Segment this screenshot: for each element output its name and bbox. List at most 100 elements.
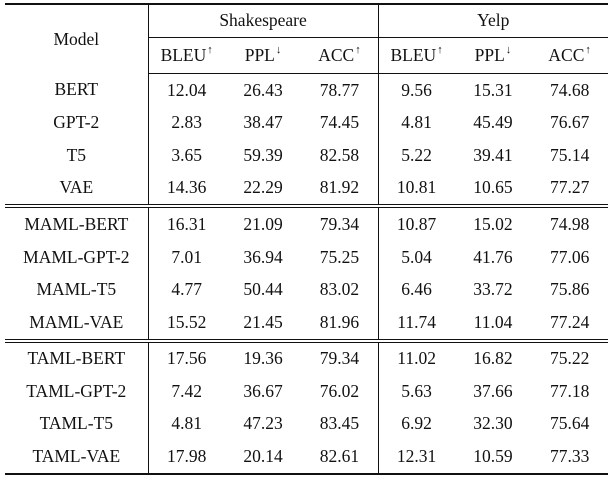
value-cell: 16.31 <box>147 204 225 241</box>
value-cell: 77.33 <box>531 440 608 476</box>
metric-header: BLEU↑ <box>377 37 455 74</box>
value-cell: 36.94 <box>243 246 283 267</box>
value-cell: 7.01 <box>147 240 225 274</box>
metric-header: ACC↑ <box>301 37 379 74</box>
value-cell: 20.14 <box>224 440 302 476</box>
table-row: TAML-VAE 17.98 20.14 82.61 12.31 10.59 77.33 <box>5 440 608 476</box>
arrow-up-icon: ↑ <box>355 44 361 57</box>
value-cell: 2.83 <box>147 106 225 140</box>
header-row-metrics: BLEU↑ PPL↓ ACC↑ BLEU↑ PPL↓ ACC↑ <box>5 37 608 74</box>
value-cell: 77.24 <box>549 311 590 332</box>
table-row: TAML-T5 4.81 47.23 83.45 6.92 32.30 75.64 <box>5 407 608 441</box>
value-cell: 33.72 <box>473 279 513 300</box>
model-column-header: Model <box>5 3 149 74</box>
metric-header: ACC↑ <box>531 37 608 74</box>
value-cell: 12.04 <box>147 73 225 107</box>
table-body: BERT 12.04 26.43 78.77 9.56 15.31 74.68 GPT-2 2.… <box>5 73 608 476</box>
value-cell: 75.14 <box>549 144 590 165</box>
value-cell: 74.68 <box>549 79 590 100</box>
table-row: MAML-BERT 16.31 21.09 79.34 10.87 15.02 74.98 <box>5 204 608 241</box>
value-cell: 4.81 <box>147 407 225 441</box>
arrow-down-icon: ↓ <box>505 44 512 57</box>
metric-header: PPL↓ <box>454 37 532 74</box>
table-row: BERT 12.04 26.43 78.77 9.56 15.31 74.68 <box>5 73 608 107</box>
value-cell: 83.02 <box>319 279 360 300</box>
model-name-cell: TAML-GPT-2 <box>26 380 127 401</box>
value-cell: 82.61 <box>301 440 379 476</box>
value-cell: 32.30 <box>473 413 513 434</box>
metric-name: BLEU <box>160 45 207 66</box>
value-cell: 5.04 <box>377 240 455 274</box>
value-cell: 76.67 <box>549 112 590 133</box>
table-row: T5 3.65 59.39 82.58 5.22 39.41 75.14 <box>5 139 608 172</box>
model-name-cell: TAML-BERT <box>5 338 149 376</box>
value-cell: 81.96 <box>319 311 360 332</box>
value-cell: 21.09 <box>224 204 302 241</box>
value-cell: 75.22 <box>531 338 608 376</box>
value-cell: 36.67 <box>243 380 283 401</box>
value-cell: 10.81 <box>377 171 455 207</box>
model-name-cell: MAML-VAE <box>29 311 124 332</box>
table-row: MAML-GPT-2 7.01 36.94 75.25 5.04 41.76 77.06 <box>5 240 608 274</box>
value-cell: 47.23 <box>243 413 283 434</box>
value-cell: 59.39 <box>243 144 283 165</box>
value-cell: 21.45 <box>243 311 283 332</box>
value-cell: 14.36 <box>147 171 225 207</box>
model-name-cell: MAML-T5 <box>36 279 117 300</box>
value-cell: 83.45 <box>319 413 360 434</box>
model-name-cell: GPT-2 <box>53 112 100 133</box>
model-name-cell: VAE <box>59 177 94 198</box>
value-cell: 81.92 <box>319 177 360 198</box>
value-cell: 41.76 <box>473 246 513 267</box>
arrow-up-icon: ↑ <box>207 44 213 57</box>
metric-header: PPL↓ <box>224 37 302 74</box>
value-cell: 17.56 <box>147 338 225 376</box>
value-cell: 10.65 <box>473 177 513 198</box>
value-cell: 16.82 <box>454 338 532 376</box>
group-header-yelp: Yelp <box>377 3 608 38</box>
value-cell: 75.25 <box>319 246 360 267</box>
value-cell: 6.46 <box>377 273 455 307</box>
value-cell: 6.92 <box>377 407 455 441</box>
header-row-groups: Model Shakespeare Yelp <box>5 3 608 74</box>
results-table: Model Shakespeare Yelp BLEU↑ PPL↓ ACC↑ B… <box>5 3 608 476</box>
value-cell: 11.04 <box>473 311 513 332</box>
value-cell: 75.64 <box>549 413 590 434</box>
metric-name: PPL <box>244 45 275 66</box>
model-name-cell: MAML-BERT <box>5 204 149 241</box>
value-cell: 7.42 <box>147 375 225 408</box>
model-name-cell: BERT <box>54 79 99 100</box>
value-cell: 10.59 <box>454 440 532 476</box>
metric-name: ACC <box>318 45 355 66</box>
group-header-shakespeare: Shakespeare <box>147 3 379 38</box>
value-cell: 74.45 <box>319 112 360 133</box>
metric-header: BLEU↑ <box>147 37 225 74</box>
value-cell: 26.43 <box>243 79 283 100</box>
value-cell: 77.27 <box>549 177 590 198</box>
value-cell: 22.29 <box>243 177 283 198</box>
value-cell: 50.44 <box>243 279 283 300</box>
value-cell: 45.49 <box>473 112 513 133</box>
value-cell: 79.34 <box>301 338 379 376</box>
value-cell: 10.87 <box>377 204 455 241</box>
value-cell: 3.65 <box>147 139 225 172</box>
value-cell: 5.63 <box>377 375 455 408</box>
metric-name: ACC <box>548 45 585 66</box>
table-row: TAML-BERT 17.56 19.36 79.34 11.02 16.82 75.22 <box>5 338 608 376</box>
model-name-cell: TAML-T5 <box>39 413 114 434</box>
value-cell: 11.74 <box>377 306 455 341</box>
value-cell: 74.98 <box>531 204 608 241</box>
value-cell: 19.36 <box>224 338 302 376</box>
value-cell: 38.47 <box>243 112 283 133</box>
metric-name: PPL <box>474 45 505 66</box>
table-row: MAML-VAE 15.52 21.45 81.96 11.74 11.04 77.24 <box>5 306 608 341</box>
value-cell: 77.06 <box>549 246 590 267</box>
model-name-cell: T5 <box>66 144 87 165</box>
arrow-up-icon: ↑ <box>437 44 443 57</box>
arrow-up-icon: ↑ <box>585 44 591 57</box>
value-cell: 4.77 <box>147 273 225 307</box>
table-row: TAML-GPT-2 7.42 36.67 76.02 5.63 37.66 77.18 <box>5 375 608 408</box>
value-cell: 39.41 <box>473 144 513 165</box>
table-row: MAML-T5 4.77 50.44 83.02 6.46 33.72 75.86 <box>5 273 608 307</box>
value-cell: 17.98 <box>147 440 225 476</box>
